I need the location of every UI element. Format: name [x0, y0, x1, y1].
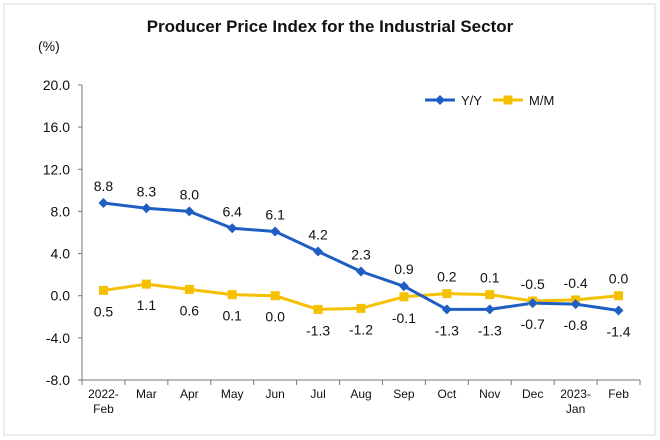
y-tick-label: -4.0: [46, 330, 70, 346]
yy-point: [98, 198, 109, 208]
yy-point: [141, 203, 152, 214]
y-tick-label: 20.0: [43, 77, 70, 93]
y-tick-label: 0.0: [51, 288, 71, 304]
y-tick-label: 8.0: [51, 203, 71, 219]
yy-data-label: 8.3: [137, 183, 157, 199]
yy-data-label: 6.4: [222, 203, 242, 219]
yy-point: [441, 304, 452, 315]
x-tick-label: Jul: [310, 387, 325, 401]
yy-data-label: 6.1: [265, 206, 285, 222]
yy-point: [570, 299, 581, 310]
chart-title: Producer Price Index for the Industrial …: [146, 17, 514, 36]
mm-point: [614, 291, 624, 301]
legend-yy-label: Y/Y: [461, 93, 482, 108]
x-tick-label: Nov: [479, 387, 500, 401]
yy-data-label: 2.3: [351, 246, 371, 262]
mm-data-label: 0.6: [180, 302, 200, 318]
yy-point: [270, 226, 281, 237]
mm-point: [98, 285, 108, 295]
mm-data-label: -1.3: [306, 322, 330, 338]
x-tick-label: 2023-Jan: [560, 387, 591, 416]
x-tick-label: May: [221, 387, 244, 401]
yy-point: [313, 246, 324, 257]
x-tick-label: Aug: [350, 387, 371, 401]
y-axis-unit-label: (%): [38, 38, 60, 54]
x-tick-label: Mar: [136, 387, 157, 401]
y-tick-label: -8.0: [46, 372, 70, 388]
mm-data-label: 0.2: [437, 269, 457, 285]
yy-data-label: -1.3: [435, 322, 459, 338]
yy-point: [398, 281, 409, 292]
yy-data-label: -1.3: [478, 322, 502, 338]
yy-data-label: -1.4: [606, 323, 630, 339]
y-tick-label: 4.0: [51, 246, 71, 262]
y-tick-label: 12.0: [43, 161, 70, 177]
mm-data-label: -0.4: [564, 275, 588, 291]
mm-data-label: 0.0: [609, 271, 629, 287]
x-tick-label: Oct: [438, 387, 457, 401]
yy-data-label: 4.2: [308, 226, 328, 242]
x-tick-label: Apr: [180, 387, 199, 401]
y-tick-label: 16.0: [43, 119, 70, 135]
x-tick-label: Jun: [265, 387, 284, 401]
mm-data-label: 0.5: [94, 303, 114, 319]
x-tick-label: Dec: [522, 387, 543, 401]
mm-data-label: -1.2: [349, 321, 373, 337]
mm-point: [184, 284, 194, 294]
yy-point: [613, 305, 624, 316]
mm-data-label: -0.5: [521, 276, 545, 292]
mm-point: [356, 303, 366, 313]
yy-point: [227, 223, 238, 234]
chart-border: [3, 3, 656, 436]
yy-point: [527, 298, 538, 309]
mm-data-label: -0.1: [392, 310, 416, 326]
mm-data-label: 1.1: [137, 297, 157, 313]
mm-data-label: 0.1: [480, 270, 500, 286]
x-tick-label: Feb: [608, 387, 629, 401]
mm-point: [442, 289, 452, 299]
x-tick-label: 2022-Feb: [88, 387, 119, 416]
legend-yy-marker: [435, 95, 445, 105]
yy-point: [356, 266, 366, 277]
mm-point: [313, 304, 323, 314]
yy-data-label: -0.7: [521, 316, 545, 332]
yy-data-label: 8.8: [94, 178, 114, 194]
mm-point: [399, 292, 409, 302]
mm-data-label: 0.0: [265, 309, 285, 325]
mm-point: [485, 290, 495, 300]
mm-point: [227, 290, 237, 300]
yy-data-label: -0.8: [564, 317, 588, 333]
mm-point: [141, 279, 151, 289]
yy-point: [484, 304, 495, 315]
x-tick-label: Sep: [393, 387, 415, 401]
yy-point: [184, 206, 195, 217]
legend-mm-label: M/M: [529, 93, 554, 108]
yy-data-label: 8.0: [180, 186, 200, 202]
legend-mm-marker: [503, 95, 513, 105]
mm-point: [270, 291, 280, 301]
mm-data-label: 0.1: [222, 308, 242, 324]
yy-data-label: 0.9: [394, 261, 414, 277]
